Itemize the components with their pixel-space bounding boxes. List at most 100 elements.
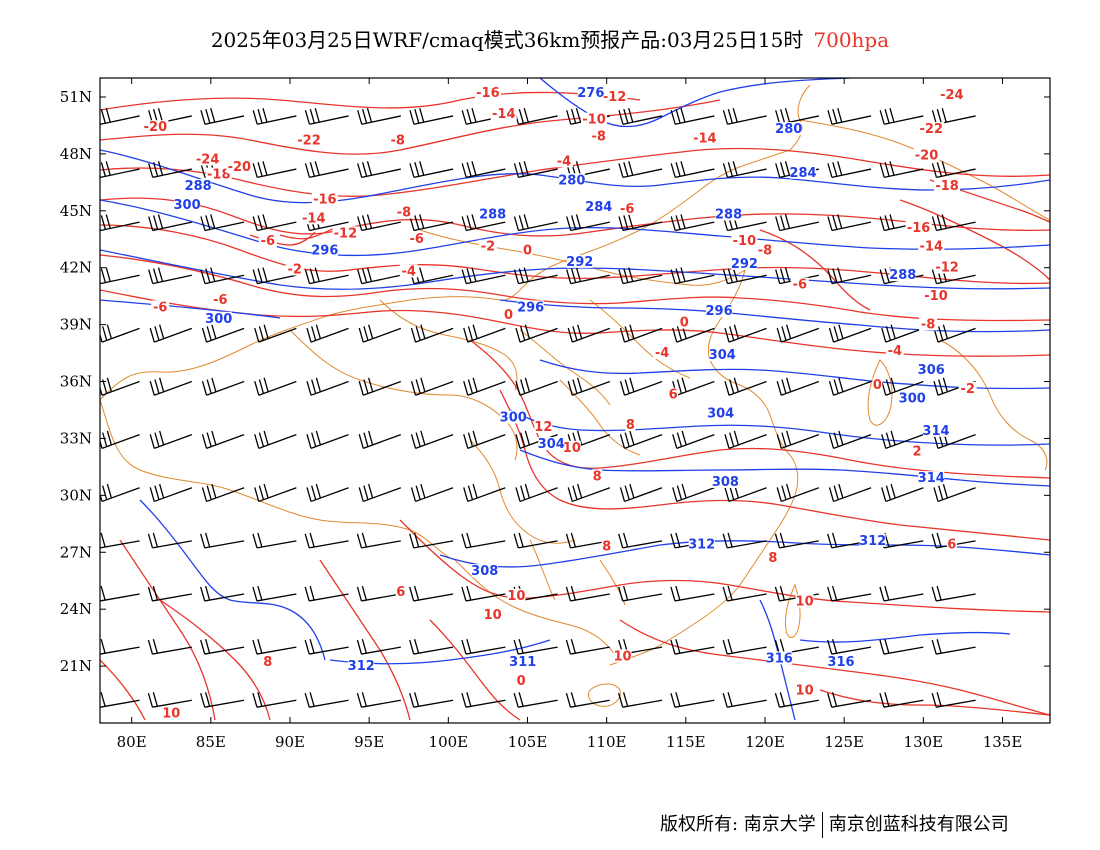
central-borders — [519, 299, 691, 456]
wind-barb — [515, 324, 558, 343]
wind-barb — [513, 532, 558, 549]
isotherm — [279, 227, 336, 240]
label-bg — [775, 122, 802, 136]
lon-label: 115E — [666, 733, 706, 751]
wind-barb — [566, 214, 610, 232]
wind-barb — [252, 585, 297, 602]
temperature-label: 10 — [162, 706, 180, 721]
label-bg — [474, 86, 501, 100]
temperature-label: -8 — [390, 134, 404, 149]
lat-label: 39N — [60, 316, 92, 334]
label-bg — [859, 533, 886, 547]
wind-barb — [147, 692, 192, 708]
height-label: 314 — [918, 471, 945, 486]
wind-barb — [724, 324, 767, 343]
wind-barb — [722, 107, 767, 125]
wind-barb — [100, 214, 140, 232]
label-bg — [918, 471, 945, 485]
wind-barb — [931, 692, 976, 708]
wind-barb — [881, 483, 924, 503]
lon-label: 120E — [745, 733, 785, 751]
isotherm — [759, 229, 871, 311]
wind-barb — [672, 430, 715, 449]
height-contour — [539, 78, 851, 128]
wind-barb — [409, 532, 454, 549]
wind-barb — [931, 585, 976, 602]
height-contour — [100, 299, 1050, 333]
label-bg — [653, 345, 672, 359]
label-bg — [912, 444, 922, 458]
korea — [867, 359, 893, 426]
wind-barb — [357, 107, 401, 125]
wind-barb — [463, 430, 506, 449]
label-bg — [509, 655, 536, 669]
wind-barb — [463, 483, 506, 503]
isotherm — [100, 147, 1050, 197]
wind-barb — [201, 483, 245, 503]
wind-barb — [619, 483, 663, 503]
wind-barb — [618, 532, 663, 549]
height-label: 288 — [185, 179, 212, 194]
height-label: 308 — [712, 475, 739, 490]
temperature-label: -2 — [481, 240, 495, 255]
height-label: 300 — [174, 198, 201, 213]
label-bg — [731, 256, 758, 270]
temperature-label: 0 — [523, 244, 532, 259]
wind-barb — [774, 692, 819, 708]
height-label: 316 — [827, 655, 854, 670]
isotherm — [100, 659, 146, 721]
wind-barb — [828, 430, 872, 449]
wind-barb — [356, 585, 401, 602]
wind-barb — [252, 161, 297, 179]
wind-barb — [463, 324, 506, 343]
label-bg — [300, 211, 327, 225]
label-bg — [566, 254, 593, 268]
label-bg — [194, 152, 221, 166]
height-contour — [799, 631, 1011, 643]
label-bg — [534, 419, 553, 433]
wind-barb — [881, 377, 924, 396]
height-label: 300 — [899, 392, 926, 407]
temperature-label: -14 — [920, 240, 944, 255]
wind-barb — [776, 483, 820, 503]
wind-barb — [567, 483, 611, 503]
wind-barb — [881, 324, 924, 343]
wind-barb — [410, 377, 454, 396]
label-bg — [211, 292, 230, 306]
temperature-label: 10 — [563, 441, 581, 456]
copyright-text: 版权所有: 南京大学 — [660, 814, 816, 835]
temperature-label: -12 — [935, 261, 959, 276]
height-label: 312 — [859, 534, 886, 549]
wind-barb — [100, 430, 140, 449]
label-bg — [226, 160, 253, 174]
wind-barb — [254, 324, 297, 343]
label-bg — [395, 585, 406, 598]
temperature-label: -24 — [196, 152, 220, 167]
qinghai-border — [379, 299, 518, 391]
wind-barb — [100, 107, 140, 125]
temperature-label: -20 — [144, 120, 168, 135]
temperature-label: -24 — [940, 88, 964, 103]
temperature-label: -20 — [228, 160, 252, 175]
label-bg — [285, 262, 304, 276]
wind-barb — [879, 639, 924, 655]
temperature-label: -10 — [733, 234, 757, 249]
wind-barb — [828, 324, 872, 343]
label-bg — [554, 154, 573, 168]
temperature-label: 10 — [613, 650, 631, 665]
wind-barb — [149, 483, 193, 503]
wind-barb — [100, 267, 140, 285]
wind-barb — [306, 324, 349, 343]
label-bg — [258, 234, 277, 248]
temperature-label: -4 — [402, 264, 416, 279]
label-bg — [899, 391, 926, 405]
temperature-label: 12 — [534, 420, 552, 435]
height-label: 311 — [509, 655, 536, 670]
label-bg — [399, 264, 418, 278]
label-bg — [766, 651, 793, 665]
temperature-label: -6 — [213, 293, 227, 308]
height-contour — [100, 149, 1050, 204]
label-bg — [500, 410, 527, 424]
wind-barb — [618, 585, 663, 602]
